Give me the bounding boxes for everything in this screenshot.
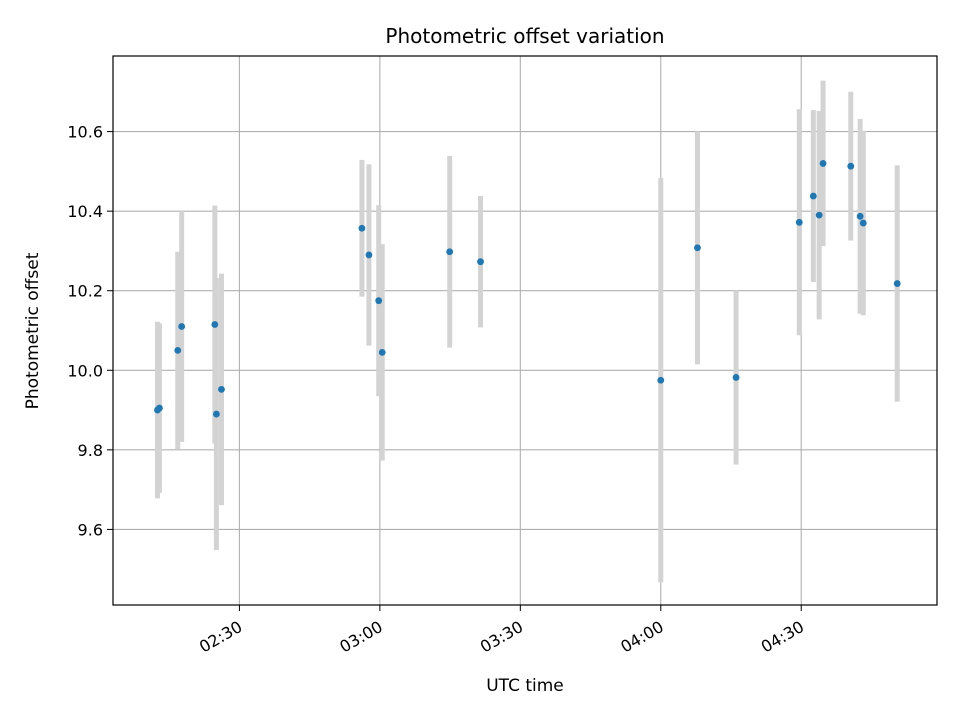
- data-point: [358, 224, 366, 232]
- y-tick-label: 9.8: [78, 441, 103, 460]
- data-point: [375, 297, 383, 305]
- data-point: [156, 404, 163, 412]
- data-point: [732, 374, 740, 381]
- data-point: [694, 244, 701, 252]
- data-point: [365, 251, 373, 259]
- data-point: [859, 219, 867, 227]
- data-point: [446, 248, 454, 256]
- data-point: [819, 160, 827, 167]
- data-point: [212, 410, 220, 418]
- data-point: [815, 211, 823, 219]
- data-point: [795, 218, 803, 226]
- y-tick-label: 10.2: [67, 282, 103, 301]
- data-point: [378, 348, 386, 356]
- chart-title: Photometric offset variation: [385, 24, 664, 48]
- y-axis-label: Photometric offset: [23, 252, 43, 409]
- y-tick-label: 9.6: [78, 520, 103, 539]
- data-point: [893, 280, 901, 287]
- data-point: [847, 162, 855, 170]
- data-point: [178, 323, 186, 330]
- data-points: [154, 160, 901, 418]
- data-point: [856, 212, 864, 220]
- data-point: [477, 258, 484, 266]
- y-tick-label: 10.0: [67, 361, 103, 380]
- data-point: [174, 346, 182, 354]
- data-point: [218, 385, 225, 393]
- x-axis-label: UTC time: [486, 676, 564, 696]
- y-axis-ticks: 9.6 9.8 10.0 10.2 10.4 10.6: [67, 123, 113, 539]
- data-point: [211, 321, 219, 328]
- data-point: [809, 192, 817, 200]
- y-tick-label: 10.6: [67, 123, 103, 142]
- y-tick-label: 10.4: [67, 202, 103, 221]
- plot-frame: [112, 55, 938, 606]
- data-point: [657, 376, 665, 384]
